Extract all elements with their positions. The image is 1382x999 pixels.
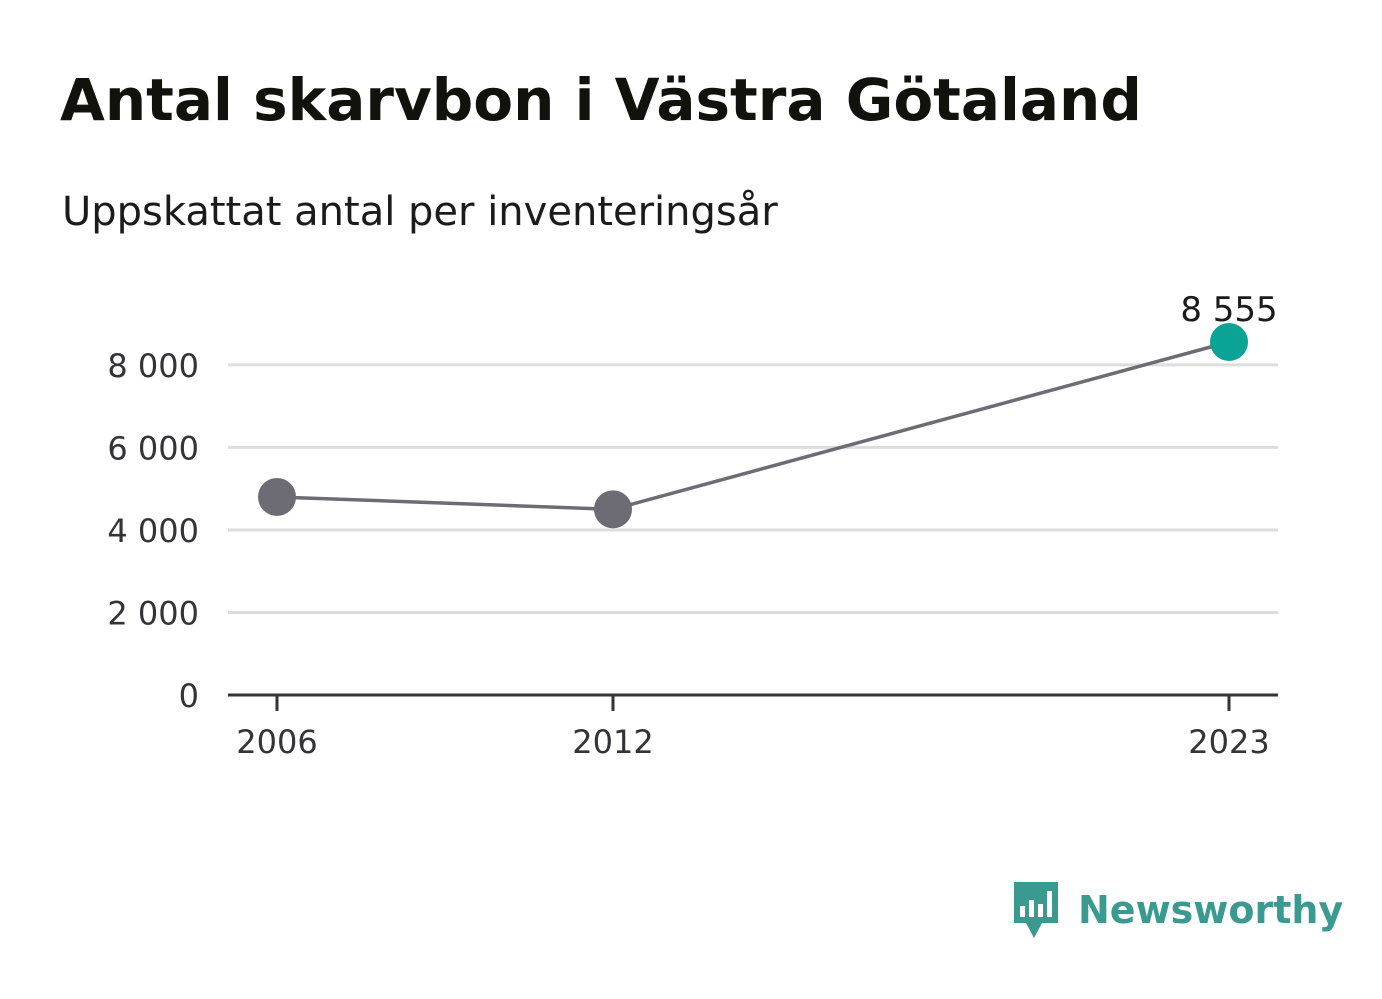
x-axis-tick-labels: 2006 2012 2023 <box>236 723 1269 761</box>
x-tick-label: 2012 <box>572 723 653 761</box>
series-line <box>276 340 1230 512</box>
newsworthy-bar-chart-icon <box>1014 882 1058 938</box>
brand-name: Newsworthy <box>1078 888 1344 932</box>
data-labels: 8 555 <box>1180 290 1277 330</box>
chart-subtitle: Uppskattat antal per inventeringsår <box>62 189 778 235</box>
highlight-point <box>1210 323 1248 361</box>
series-line-layer <box>276 340 1230 512</box>
grid-lines <box>228 363 1278 614</box>
x-tick-label: 2006 <box>236 723 317 761</box>
y-tick-label: 8 000 <box>107 347 199 385</box>
y-tick-label: 6 000 <box>107 429 199 467</box>
data-point <box>594 490 632 529</box>
y-tick-label: 2 000 <box>107 594 199 632</box>
newsworthy-logo: Newsworthy <box>1010 878 1343 942</box>
y-axis-tick-labels: 0 2 000 4 000 6 000 8 000 <box>107 347 199 715</box>
chart-title: Antal skarvbon i Västra Götaland <box>60 66 1142 134</box>
y-tick-label: 4 000 <box>107 512 199 550</box>
data-points <box>258 323 1248 529</box>
x-tick-label: 2023 <box>1188 723 1269 761</box>
y-tick-label: 0 <box>179 677 199 715</box>
x-axis <box>228 693 1278 711</box>
data-point <box>258 477 296 516</box>
data-label: 8 555 <box>1180 290 1277 330</box>
